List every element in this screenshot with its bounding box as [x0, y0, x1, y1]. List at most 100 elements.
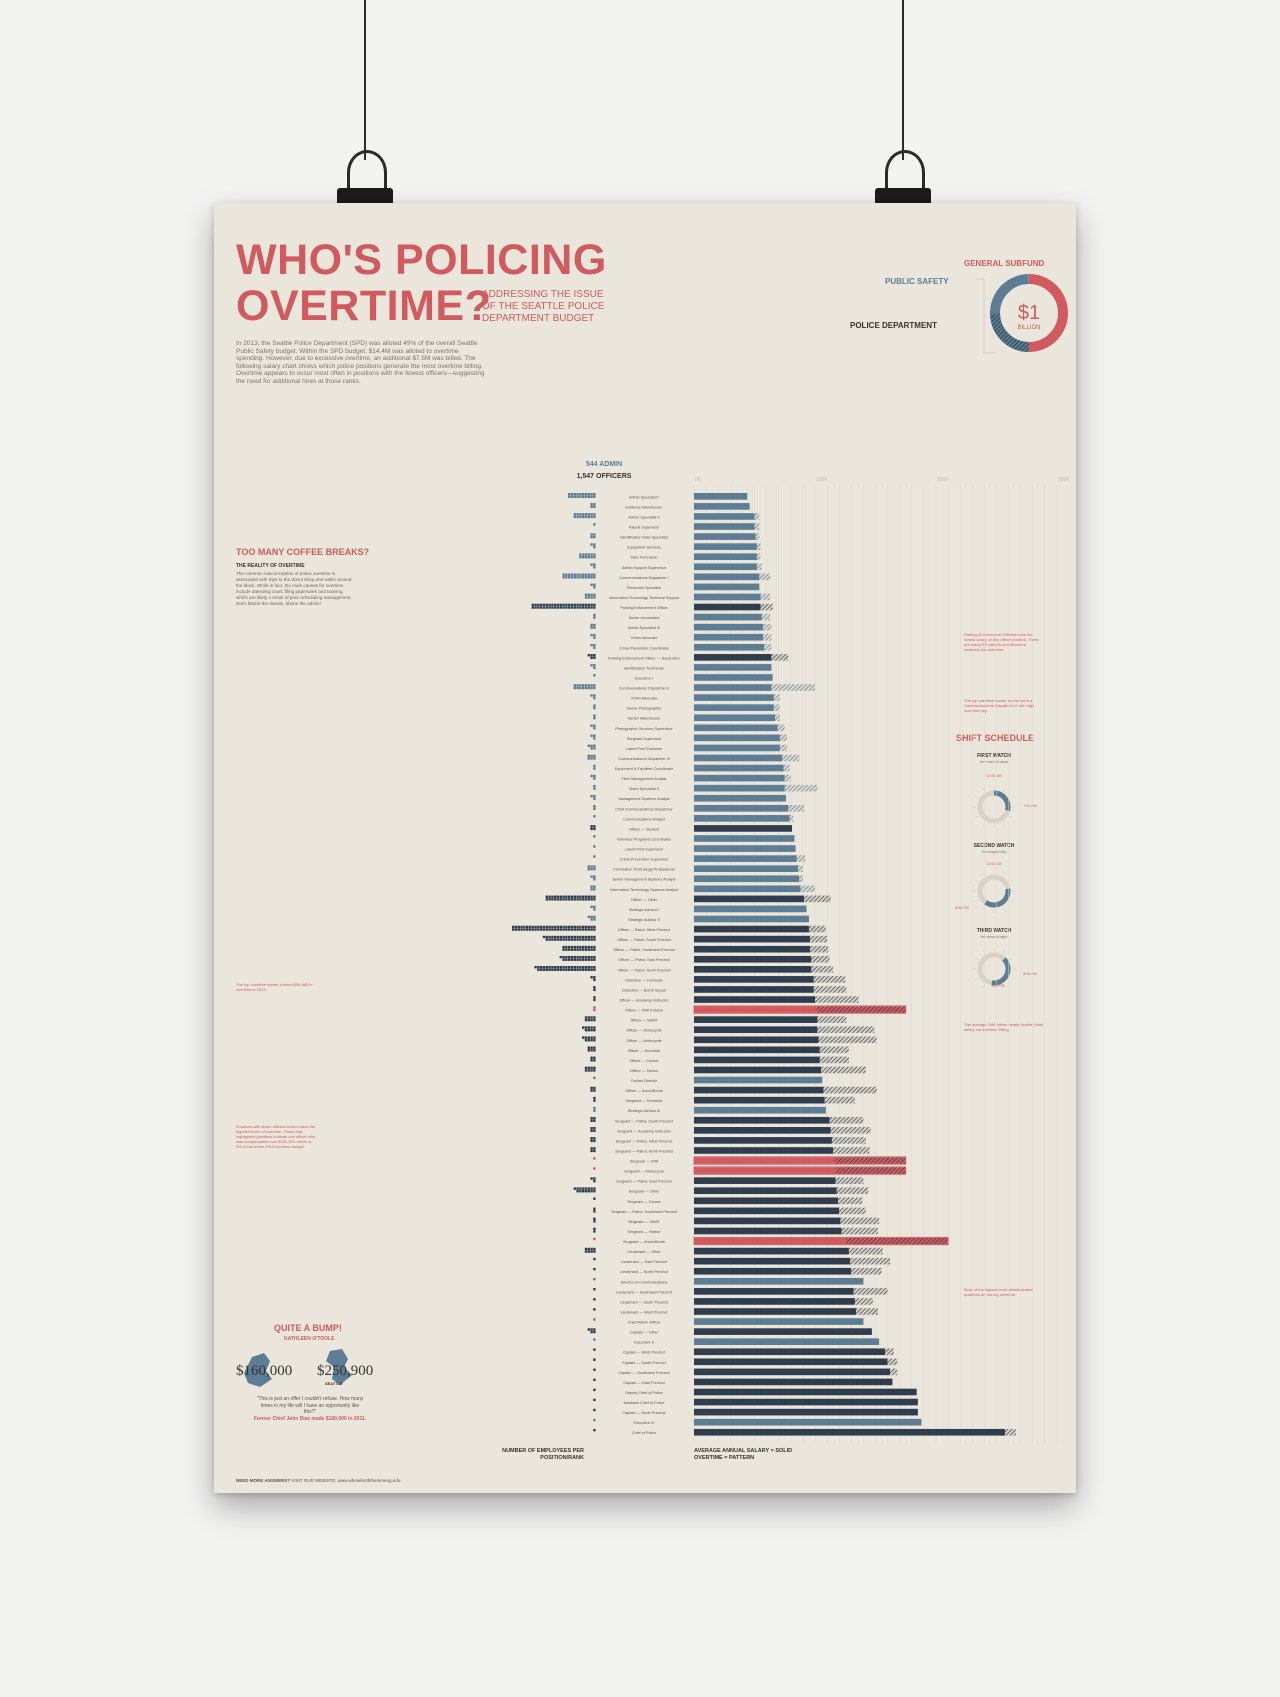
- employee-count-dot: [576, 515, 579, 519]
- row-label: Officer — SWAT: [630, 1019, 658, 1023]
- employee-count-dot: [590, 533, 593, 536]
- row-label: Officer — Arson/Bomb: [625, 1089, 663, 1093]
- shift-clock-tick: [982, 984, 986, 989]
- employee-count-dot: [579, 898, 582, 901]
- admin-count: 544 ADMIN: [585, 461, 623, 468]
- employee-count-dot: [545, 606, 548, 609]
- employee-count-dot: [587, 1026, 590, 1029]
- employee-count-dot: [593, 908, 596, 911]
- employee-count-dot: [593, 493, 596, 496]
- employee-count-dot: [593, 955, 596, 959]
- row-label: Personnel Specialist: [627, 586, 662, 590]
- employee-count-dot: [559, 898, 562, 901]
- row-label: Captain — Other: [630, 1331, 659, 1335]
- overtime-bar: [760, 603, 773, 611]
- chart-row: Crime Prevention Supervisor: [593, 855, 806, 862]
- footer-link[interactable]: VISIT OUR WEBSITE: www.whoseboththemmeog…: [291, 1478, 401, 1483]
- employee-count-dot: [587, 1247, 590, 1251]
- employee-count-dot: [579, 686, 582, 690]
- employee-count-dot: [565, 938, 568, 941]
- police-department-arc: [990, 313, 1030, 352]
- overtime-bar: [835, 1167, 906, 1174]
- row-label: Strategic Advisor III: [628, 1109, 661, 1113]
- employee-count-dot: [568, 573, 571, 576]
- chart-row: Officer — Student: [590, 825, 793, 832]
- employee-count-dot: [590, 875, 593, 878]
- employee-count-dot: [593, 505, 596, 509]
- employee-count-dot: [573, 513, 576, 516]
- employee-count-dot: [593, 996, 596, 999]
- employee-count-dot: [593, 767, 596, 770]
- chart-row: Lieutenant — Other: [584, 1247, 883, 1255]
- employee-count-dot: [582, 495, 585, 498]
- salary-bar: [694, 825, 793, 832]
- employee-count-dot: [556, 606, 560, 609]
- employee-count-dot: [593, 1207, 596, 1210]
- employee-count-dot: [576, 898, 579, 901]
- chart-row: Payroll Supervisor: [593, 523, 760, 530]
- shift-clock-tick: [982, 822, 986, 827]
- chart-row: Management Systems Analyst: [590, 794, 786, 802]
- row-label: Victim Advocate: [631, 697, 658, 701]
- employee-count-dot: [584, 606, 588, 609]
- chart-row: Lieutenant — North Precinct: [593, 1267, 882, 1275]
- chart-row: Lieutenant — East Precinct: [593, 1257, 891, 1265]
- chart-row: Admin Specialist I: [568, 493, 748, 500]
- salary-bar: [694, 905, 807, 913]
- chart-row: Captain — North Precinct: [593, 1408, 918, 1416]
- row-label: Sergeant — Arson/Bomb: [623, 1240, 665, 1244]
- shift-clock-tick: [1002, 906, 1006, 911]
- employee-count-dot: [590, 664, 593, 667]
- employee-count-dot: [587, 938, 590, 941]
- salary-bar: [694, 503, 750, 510]
- employee-count-dot: [590, 895, 593, 898]
- row-label: Identification Data Specialist: [620, 536, 669, 540]
- employee-count-dot: [545, 603, 548, 607]
- chart-row: Equipment Services: [590, 543, 761, 550]
- employee-count-dot: [582, 573, 585, 576]
- salary-bar: [694, 784, 785, 792]
- employee-count-dot: [593, 1217, 596, 1220]
- chart-row: Victim Advocate: [590, 633, 772, 641]
- employee-count-dot: [590, 734, 593, 737]
- employee-count-dot: [593, 1247, 596, 1251]
- employee-count-dot: [590, 867, 593, 871]
- employee-count-dot: [584, 684, 588, 687]
- employee-count-dot: [590, 794, 593, 798]
- employee-count-dot: [568, 928, 571, 931]
- shift-clock-tick: [974, 879, 979, 883]
- employee-count-dot: [590, 925, 593, 929]
- employee-count-dot: [582, 966, 585, 969]
- employee-count-dot: [531, 606, 534, 609]
- salary-bar: [694, 1318, 864, 1325]
- chart-row: Captain — Other: [587, 1328, 872, 1335]
- employee-count-dot: [548, 968, 551, 971]
- employee-count-dot: [590, 1187, 593, 1190]
- employee-count-dot: [593, 1179, 596, 1183]
- employee-count-dot: [545, 938, 548, 941]
- employee-count-dot: [593, 576, 596, 579]
- chart-row: Information Technology Professional: [587, 865, 803, 873]
- employee-count-dot: [593, 968, 596, 971]
- employee-count-dot: [554, 966, 557, 969]
- employee-count-dot: [590, 928, 593, 931]
- employee-count-dot: [584, 966, 588, 969]
- employee-count-dot: [584, 593, 588, 597]
- employee-count-dot: [587, 684, 590, 687]
- employee-count-dot: [534, 603, 537, 607]
- employee-count-dot: [587, 603, 590, 607]
- employee-count-dot: [582, 606, 585, 609]
- row-label: Payroll Supervisor: [629, 526, 661, 530]
- salary-bar: [694, 1267, 852, 1275]
- chart-row: Sergeant — Academy Instructor: [590, 1127, 871, 1134]
- employee-count-dot: [590, 825, 593, 828]
- employee-count-dot: [545, 966, 548, 969]
- employee-count-dot: [593, 1137, 596, 1140]
- employee-count-dot: [587, 513, 590, 516]
- overtime-bar: [837, 1197, 863, 1205]
- employee-count-dot: [593, 905, 596, 909]
- overtime-bar: [782, 754, 800, 762]
- employee-count-dot: [559, 603, 562, 607]
- employee-count-dot: [568, 895, 571, 898]
- employee-count-dot: [593, 593, 596, 597]
